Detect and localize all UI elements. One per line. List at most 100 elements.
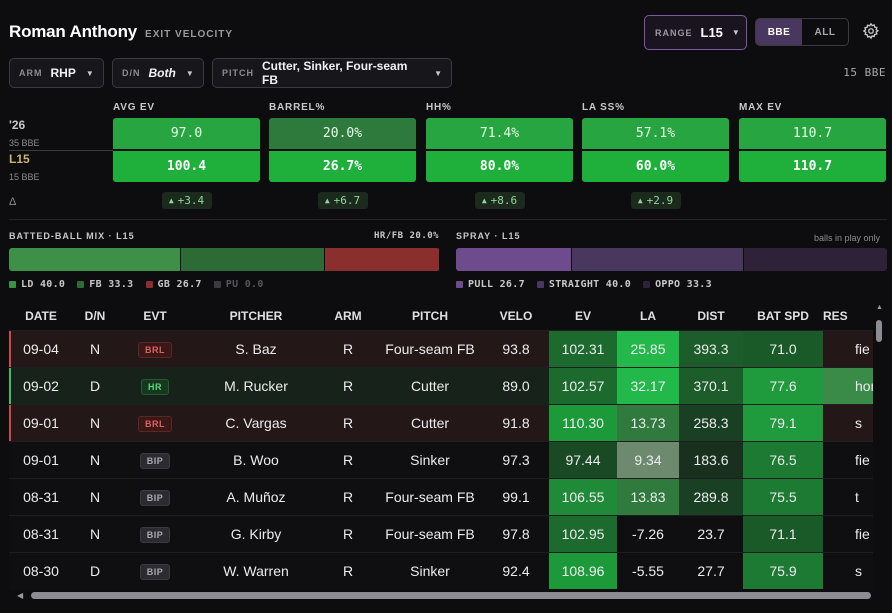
cell-pitcher: C. Vargas <box>193 403 319 441</box>
arrow-up-icon: ▲ <box>481 196 487 205</box>
stat-delta-value: +2.9 <box>646 194 674 207</box>
cell-velo: 99.1 <box>483 477 549 515</box>
table-row[interactable]: 09-04 N BRL S. Baz R Four-seam FB 93.8 102.31 25… <box>9 329 873 367</box>
section-divider <box>9 219 887 220</box>
column-header[interactable]: ARM <box>334 308 362 323</box>
pitch-filter-value: Cutter, Sinker, Four-seam FB <box>262 59 408 87</box>
batted-ball-legend-item: PU 0.0 <box>213 279 264 290</box>
gear-icon[interactable] <box>862 22 880 40</box>
column-header[interactable]: RES <box>823 308 848 323</box>
cell-pitch: Four-seam FB <box>377 329 483 367</box>
legend-swatch <box>77 281 85 288</box>
cell-la: 13.83 <box>617 477 679 515</box>
column-header[interactable]: LA <box>640 308 656 323</box>
cell-evt: BIP <box>117 551 193 589</box>
pitch-filter-label: PITCH <box>222 68 254 78</box>
scroll-left-icon[interactable]: ◀ <box>17 591 24 600</box>
cell-pitcher: W. Warren <box>193 551 319 589</box>
batted-ball-segment-gb <box>324 248 440 271</box>
cell-batspd: 75.5 <box>743 477 823 515</box>
chevron-down-icon: ▼ <box>434 68 442 78</box>
column-header[interactable]: DATE <box>25 308 57 323</box>
arm-filter[interactable]: ARM RHP ▼ <box>9 58 104 88</box>
cell-date: 08-30 <box>9 551 73 589</box>
column-header[interactable]: BAT SPD <box>757 308 809 323</box>
table-row[interactable]: 08-31 N BIP G. Kirby R Four-seam FB 97.8 102.95… <box>9 514 873 552</box>
arrow-up-icon: ▲ <box>168 196 174 205</box>
scroll-up-icon[interactable]: ▲ <box>876 304 883 311</box>
mode-bbe-button[interactable]: BBE <box>756 19 802 45</box>
cell-dist: 393.3 <box>679 329 743 367</box>
cell-dist: 370.1 <box>679 366 743 404</box>
stat-name: HH% <box>426 102 452 113</box>
chevron-down-icon: ▼ <box>85 68 94 78</box>
cell-dn: N <box>73 329 117 367</box>
cell-pitch: Four-seam FB <box>377 477 483 515</box>
table-row[interactable]: 08-31 N BIP A. Muñoz R Four-seam FB 99.1 106.55… <box>9 477 873 515</box>
cell-pitcher: S. Baz <box>193 329 319 367</box>
cell-pitch: Sinker <box>377 440 483 478</box>
cell-batspd: 76.5 <box>743 440 823 478</box>
batted-ball-legend: LD 40.0 FB 33.3 GB 26.7 PU 0.0 <box>9 279 276 290</box>
stat-name: LA SS% <box>582 102 625 113</box>
legend-swatch <box>213 281 221 288</box>
stat-delta: ▲ +8.6 <box>474 192 525 209</box>
stat-delta: ▲ +3.4 <box>161 192 212 209</box>
cell-evt: BIP <box>117 514 193 552</box>
cell-pitcher: M. Rucker <box>193 366 319 404</box>
chevron-down-icon: ▼ <box>731 28 740 37</box>
table-row[interactable]: 09-01 N BIP B. Woo R Sinker 97.3 97.44 9.34 183.6… <box>9 440 873 478</box>
cell-arm: R <box>319 514 377 552</box>
cell-la: 32.17 <box>617 366 679 404</box>
column-header[interactable]: EV <box>574 308 591 323</box>
event-badge: BRL <box>138 415 172 432</box>
spray-legend-item: STRAIGHT 40.0 <box>536 279 631 290</box>
legend-swatch <box>9 281 16 288</box>
pitch-filter[interactable]: PITCH Cutter, Sinker, Four-seam FB ▼ <box>212 58 452 88</box>
cell-date: 09-01 <box>9 440 73 478</box>
stat-name: MAX EV <box>739 102 783 113</box>
column-header[interactable]: VELO <box>499 308 533 323</box>
column-header[interactable]: PITCHER <box>229 308 283 323</box>
cell-ev: 110.30 <box>549 403 617 441</box>
cell-date: 08-31 <box>9 477 73 515</box>
range-select[interactable]: RANGE L15 ▼ <box>644 15 747 50</box>
table-row[interactable]: 08-30 D BIP W. Warren R Sinker 92.4 108.96 -5.55… <box>9 551 873 589</box>
vertical-scrollbar[interactable]: ▲ <box>874 302 884 590</box>
column-header[interactable]: D/N <box>84 308 106 323</box>
cell-batspd: 77.6 <box>743 366 823 404</box>
column-header[interactable]: DIST <box>697 308 725 323</box>
stat-recent-value: 60.0% <box>582 151 729 182</box>
legend-label: GB 26.7 <box>157 279 202 290</box>
column-header[interactable]: PITCH <box>412 308 448 323</box>
cell-velo: 91.8 <box>483 403 549 441</box>
page-subtitle: EXIT VELOCITY <box>145 28 234 40</box>
stat-season-value: 20.0% <box>269 118 416 149</box>
cell-velo: 92.4 <box>483 551 549 589</box>
cell-pitch: Four-seam FB <box>377 514 483 552</box>
batted-ball-legend-item: FB 33.3 <box>77 279 133 290</box>
vertical-scroll-thumb[interactable] <box>876 320 882 342</box>
cell-date: 08-31 <box>9 514 73 552</box>
cell-la: 25.85 <box>617 329 679 367</box>
bbe-count: 15 BBE <box>843 66 886 79</box>
day-night-filter[interactable]: D/N Both ▼ <box>112 58 204 88</box>
cell-arm: R <box>319 403 377 441</box>
table-row[interactable]: 09-02 D HR M. Rucker R Cutter 89.0 102.57 32.17 3… <box>9 366 873 404</box>
table-row[interactable]: 09-01 N BRL C. Vargas R Cutter 91.8 110.30 13.73… <box>9 403 873 441</box>
cell-velo: 97.3 <box>483 440 549 478</box>
spray-segment-oppo <box>744 248 887 271</box>
horizontal-scroll-thumb[interactable] <box>31 592 871 599</box>
stat-recent-value: 26.7% <box>269 151 416 182</box>
mode-all-button[interactable]: ALL <box>814 26 836 38</box>
cell-date: 09-04 <box>9 329 73 367</box>
stat-season-value: 97.0 <box>113 118 260 149</box>
spray-legend-item: PULL 26.7 <box>456 279 525 290</box>
stat-recent-value: 100.4 <box>113 151 260 182</box>
cell-res: hor <box>823 366 873 404</box>
cell-la: 13.73 <box>617 403 679 441</box>
day-night-filter-label: D/N <box>122 68 141 78</box>
column-header[interactable]: EVT <box>143 308 167 323</box>
horizontal-scrollbar[interactable]: ◀ <box>9 590 884 602</box>
batted-ball-legend-item: GB 26.7 <box>145 279 202 290</box>
